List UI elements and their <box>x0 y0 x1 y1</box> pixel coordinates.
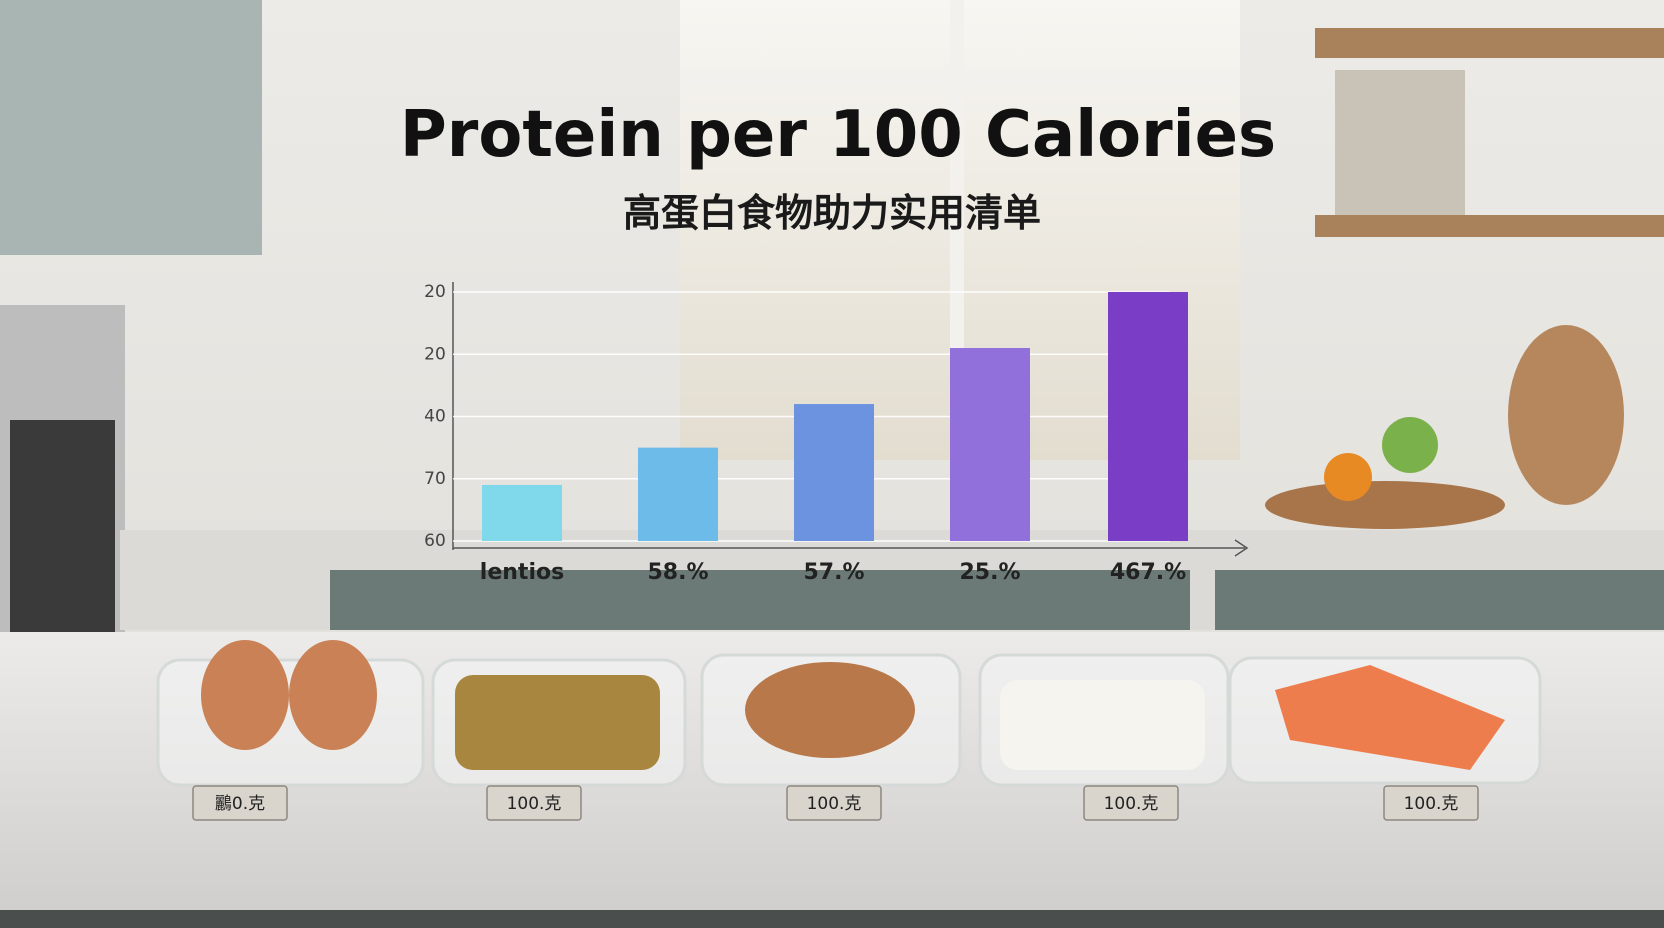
y-tick-label: 70 <box>424 469 446 489</box>
salmon <box>1275 665 1505 770</box>
fruit <box>1324 453 1372 501</box>
y-tick-label: 20 <box>424 282 446 302</box>
x-axis-arrow <box>1234 539 1249 557</box>
x-tick-label: 25.% <box>959 560 1020 585</box>
bar <box>1108 292 1188 541</box>
bar <box>638 447 718 541</box>
y-tick-label: 60 <box>424 531 446 551</box>
window-frame <box>950 0 964 460</box>
window-frame <box>680 70 1240 84</box>
y-tick-label: 40 <box>424 407 446 427</box>
label-plate <box>1083 785 1179 821</box>
label-plate <box>786 785 882 821</box>
x-tick-label: 58.% <box>647 560 708 585</box>
label-plate <box>192 785 288 821</box>
cabinet <box>0 0 262 255</box>
oven-door <box>10 420 115 640</box>
bar <box>482 484 562 541</box>
fruit <box>1382 417 1438 473</box>
x-tick-label: 57.% <box>803 560 864 585</box>
egg <box>289 640 377 750</box>
container-label: 鸝0.克 <box>215 794 265 814</box>
container-label: 100.克 <box>1104 794 1159 814</box>
x-tick-label: 467.% <box>1110 560 1186 585</box>
beans <box>455 675 660 770</box>
containers <box>156 640 1542 787</box>
x-tick-label: lentios <box>480 560 564 585</box>
container-labels: 鸝0.克 100.克 100.克 100.克 100.克 <box>192 785 1479 821</box>
container-label: 100.克 <box>507 794 562 814</box>
chart-subtitle: 高蛋白食物助力实用清单 <box>623 191 1041 235</box>
fruit-bowl <box>1265 481 1505 529</box>
container <box>156 658 425 787</box>
label-plate <box>1383 785 1479 821</box>
shelf <box>1315 28 1664 58</box>
egg <box>201 640 289 750</box>
lower-cabinet <box>1215 570 1664 630</box>
container-label: 100.克 <box>807 794 862 814</box>
bar <box>950 348 1030 541</box>
books <box>1335 70 1465 215</box>
chart-title: Protein per 100 Calories <box>400 98 1276 172</box>
label-plate <box>486 785 582 821</box>
yogurt <box>1000 680 1205 770</box>
container-label: 100.克 <box>1404 794 1459 814</box>
shelf <box>1315 215 1664 237</box>
counter-edge <box>0 910 1664 928</box>
chart: 60 70 40 20 20 lentios 58.% 57.% 25.% 467.% <box>424 282 1188 585</box>
chicken <box>745 662 915 758</box>
bar <box>794 404 874 541</box>
lower-cabinet <box>330 570 1190 630</box>
cutting-board <box>1508 325 1624 505</box>
y-tick-label: 20 <box>424 344 446 364</box>
